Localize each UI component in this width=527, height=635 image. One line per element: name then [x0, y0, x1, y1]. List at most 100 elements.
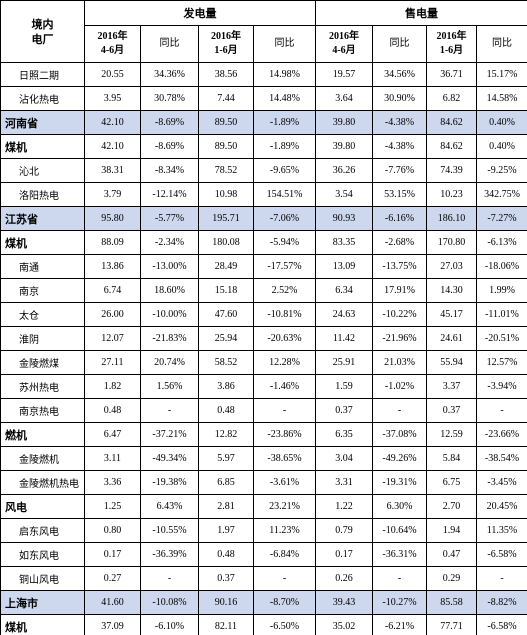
- sales-h1-yoy: 14.58%: [476, 86, 527, 111]
- gen-h1-yoy: -1.46%: [253, 374, 316, 399]
- gen-q2-yoy: 30.78%: [140, 86, 199, 111]
- sales-h1-value: 6.75: [426, 470, 477, 495]
- sales-h1-value: 84.62: [426, 134, 477, 159]
- table-row: 淮阴 12.07 -21.83% 25.94 -20.63% 11.42 -21.96% 24…: [0, 326, 527, 351]
- sales-q2-yoy: -6.16%: [372, 206, 427, 231]
- sales-h1-yoy: -6.58%: [476, 542, 527, 567]
- gen-h1-yoy: -7.06%: [253, 206, 316, 231]
- gen-h1-yoy: -6.84%: [253, 542, 316, 567]
- gen-q2-yoy: 1.56%: [140, 374, 199, 399]
- gen-q2-value: 3.36: [84, 470, 141, 495]
- gen-q2-yoy: -8.69%: [140, 134, 199, 159]
- gen-h1-period: 1-6月: [214, 45, 238, 56]
- row-label: 南京热电: [0, 398, 85, 423]
- sales-h1-year: 2016年: [436, 31, 467, 42]
- row-label: 江苏省: [0, 206, 85, 231]
- gen-h1-value: 0.48: [198, 398, 254, 423]
- sales-h1-yoy: -6.58%: [476, 614, 527, 635]
- sales-h1-value: 5.84: [426, 446, 477, 471]
- gen-h1-value: 47.60: [198, 302, 254, 327]
- gen-q2-yoy: -10.55%: [140, 518, 199, 543]
- gen-h1-yoy: -20.63%: [253, 326, 316, 351]
- sales-h1-yoy: -9.25%: [476, 158, 527, 183]
- table-row: 太仓 26.00 -10.00% 47.60 -10.81% 24.63 -10.22% 45…: [0, 302, 527, 327]
- table-row: 金陵燃机热电 3.36 -19.38% 6.85 -3.61% 3.31 -19.31% 6.…: [0, 470, 527, 495]
- gen-h1-yoy-header: 同比: [253, 25, 316, 63]
- sales-q2-yoy: -36.31%: [372, 542, 427, 567]
- gen-h1-value: 38.56: [198, 62, 254, 87]
- sales-h1-yoy: 0.40%: [476, 110, 527, 135]
- gen-q2-value: 95.80: [84, 206, 141, 231]
- table-row: 洛阳热电 3.79 -12.14% 10.98 154.51% 3.54 53.15% 10.…: [0, 182, 527, 207]
- gen-q2-value: 3.79: [84, 182, 141, 207]
- sales-q2-value: 39.80: [315, 134, 373, 159]
- gen-h1-value: 5.97: [198, 446, 254, 471]
- sales-q2-yoy: -10.27%: [372, 590, 427, 615]
- row-label: 河南省: [0, 110, 85, 135]
- sales-q2-yoy: 53.15%: [372, 182, 427, 207]
- row-label: 苏州热电: [0, 374, 85, 399]
- gen-h1-yoy: -: [253, 566, 316, 591]
- sales-q2-value: 39.80: [315, 110, 373, 135]
- gen-q2-yoy: -: [140, 398, 199, 423]
- sales-h1-value: 3.37: [426, 374, 477, 399]
- sales-h1-yoy: -11.01%: [476, 302, 527, 327]
- gen-h1-value: 89.50: [198, 110, 254, 135]
- sales-q2-value: 36.26: [315, 158, 373, 183]
- sales-h1-value: 14.30: [426, 278, 477, 303]
- sales-h1-yoy: -: [476, 566, 527, 591]
- gen-h1-value: 2.81: [198, 494, 254, 519]
- gen-h1-yoy: -23.86%: [253, 422, 316, 447]
- sales-h1-value: 77.71: [426, 614, 477, 635]
- gen-h1-yoy: -38.65%: [253, 446, 316, 471]
- gen-h1-value: 58.52: [198, 350, 254, 375]
- sales-h1-yoy: -23.66%: [476, 422, 527, 447]
- gen-q2-yoy: -37.21%: [140, 422, 199, 447]
- gen-q2-value: 1.82: [84, 374, 141, 399]
- gen-q2-value: 6.47: [84, 422, 141, 447]
- gen-h1-yoy: -1.89%: [253, 110, 316, 135]
- sales-h1-yoy: 11.35%: [476, 518, 527, 543]
- row-label: 煤机: [0, 134, 85, 159]
- sales-q2-yoy: 21.03%: [372, 350, 427, 375]
- sales-q2-yoy: -19.31%: [372, 470, 427, 495]
- row-label: 煤机: [0, 230, 85, 255]
- province-row: 河南省 42.10 -8.69% 89.50 -1.89% 39.80 -4.38% 84.6…: [0, 110, 527, 135]
- gen-q2-value: 37.09: [84, 614, 141, 635]
- sales-q2-yoy: -13.75%: [372, 254, 427, 279]
- sales-q2-yoy: -1.02%: [372, 374, 427, 399]
- row-label: 南京: [0, 278, 85, 303]
- sales-h1-value: 170.80: [426, 230, 477, 255]
- sales-q2-value: 11.42: [315, 326, 373, 351]
- sales-q2-yoy: -4.38%: [372, 110, 427, 135]
- sales-q2-value: 25.91: [315, 350, 373, 375]
- gen-q2-value: 0.80: [84, 518, 141, 543]
- gen-h1-yoy: 14.48%: [253, 86, 316, 111]
- sales-q2-yoy: -21.96%: [372, 326, 427, 351]
- gen-q2-value: 0.27: [84, 566, 141, 591]
- sales-h1-yoy: 20.45%: [476, 494, 527, 519]
- sales-h1-value: 2.70: [426, 494, 477, 519]
- sales-h1-value: 186.10: [426, 206, 477, 231]
- gen-q2-yoy: -49.34%: [140, 446, 199, 471]
- sales-h1-value: 10.23: [426, 182, 477, 207]
- sales-q2-value: 19.57: [315, 62, 373, 87]
- row-label: 南通: [0, 254, 85, 279]
- gen-q2-yoy: -10.00%: [140, 302, 199, 327]
- gen-q2-yoy-header: 同比: [140, 25, 199, 63]
- sales-q2-yoy: -49.26%: [372, 446, 427, 471]
- row-label: 风电: [0, 494, 85, 519]
- sales-h1-value: 1.94: [426, 518, 477, 543]
- sales-h1-yoy: -3.45%: [476, 470, 527, 495]
- sales-h1-value: 0.47: [426, 542, 477, 567]
- gen-h1-yoy: 23.21%: [253, 494, 316, 519]
- row-label: 铜山风电: [0, 566, 85, 591]
- gen-q2-value: 3.11: [84, 446, 141, 471]
- sales-q2-period: 4-6月: [332, 45, 356, 56]
- gen-q2-value: 20.55: [84, 62, 141, 87]
- sales-h1-yoy: -8.82%: [476, 590, 527, 615]
- generation-group-header: 发电量: [84, 0, 316, 26]
- sales-h1-yoy: -7.27%: [476, 206, 527, 231]
- sales-q2-year: 2016年: [329, 31, 359, 42]
- province-row: 江苏省 95.80 -5.77% 195.71 -7.06% 90.93 -6.16% 186…: [0, 206, 527, 231]
